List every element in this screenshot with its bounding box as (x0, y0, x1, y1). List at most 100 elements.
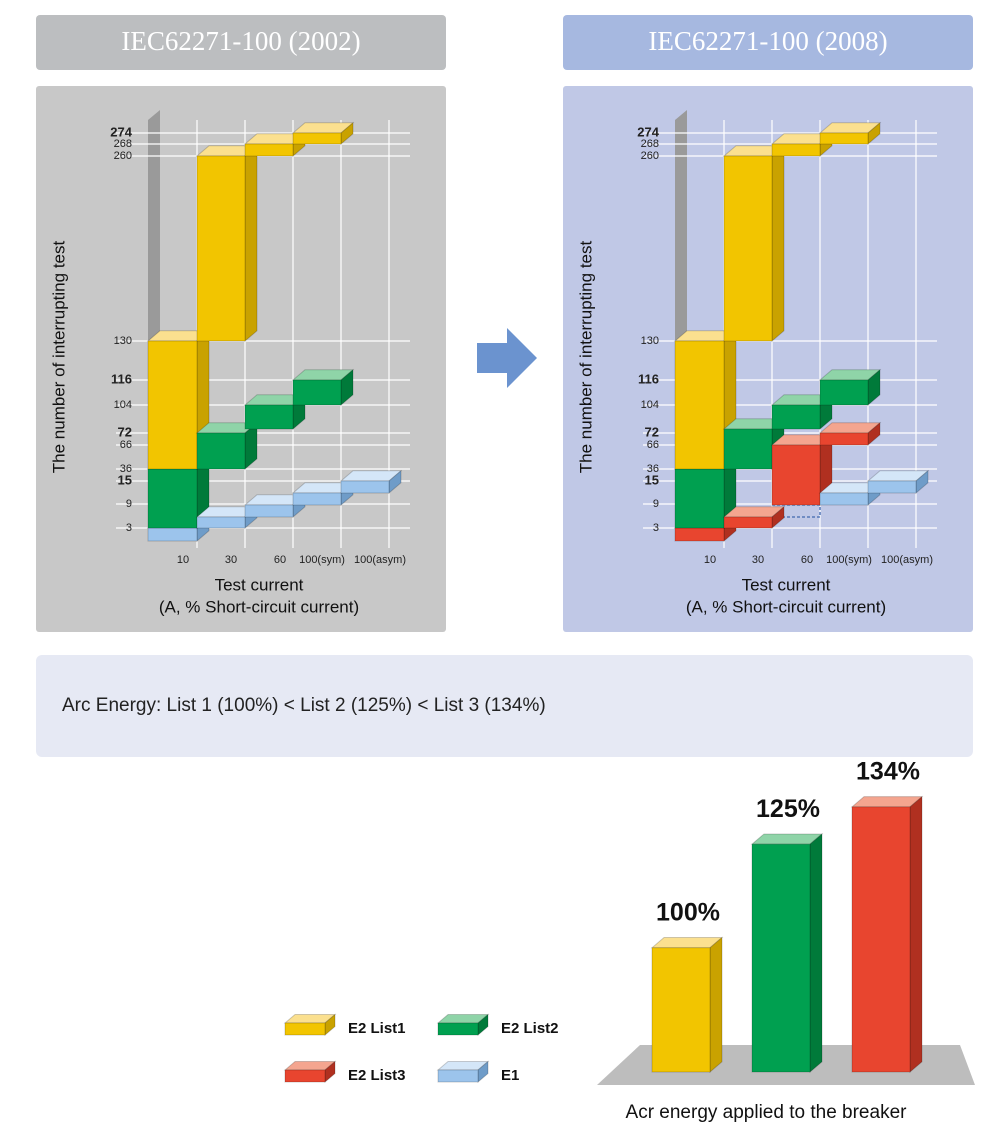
legend-label: E1 (501, 1067, 519, 1084)
x-tick-label: 10 (177, 554, 189, 566)
box-front (723, 155, 773, 342)
box-front (196, 155, 246, 342)
x-tick-label: 60 (274, 554, 286, 566)
box-front (819, 432, 869, 446)
box (339, 469, 403, 495)
box (436, 1060, 490, 1084)
box-front (284, 1022, 326, 1036)
header: IEC62271-100 (2008) (648, 26, 887, 56)
box-front (771, 404, 821, 430)
y-axis-title: The number of interrupting test (576, 241, 595, 474)
box-front (723, 516, 773, 529)
x-tick-label: 100(asym) (354, 554, 406, 566)
x-axis-title: Test current (742, 575, 831, 594)
x-tick-label: 30 (225, 554, 237, 566)
box (850, 795, 924, 1074)
y-tick-label: 36 (647, 463, 659, 475)
box-front (437, 1022, 479, 1036)
y-tick-label: 72 (645, 424, 659, 439)
box (243, 132, 307, 158)
box (650, 936, 724, 1074)
legend-label: E2 List2 (501, 1020, 559, 1037)
y-tick-label: 130 (641, 335, 659, 347)
box-front (674, 468, 725, 529)
box-front (244, 404, 294, 430)
value-label: 134% (856, 757, 920, 785)
box-front (244, 504, 294, 518)
x-tick-label: 100(sym) (826, 554, 872, 566)
y-tick-label: 104 (641, 399, 659, 411)
box-front (147, 468, 198, 529)
box-front (437, 1069, 479, 1083)
box-front (819, 492, 869, 506)
box-front (819, 379, 869, 406)
box (818, 121, 882, 146)
box-front (819, 132, 869, 145)
box (722, 144, 786, 343)
y-tick-label: 274 (110, 124, 132, 139)
box-front (196, 516, 246, 529)
y-tick-label: 268 (641, 138, 659, 150)
y-tick-label: 116 (111, 371, 132, 386)
y-tick-label: 104 (114, 399, 132, 411)
y-tick-label: 260 (641, 150, 659, 162)
box (283, 1060, 337, 1084)
box-front (851, 806, 911, 1073)
box-front (771, 143, 821, 157)
x-tick-label: 30 (752, 554, 764, 566)
box (291, 121, 355, 146)
box-front (751, 843, 811, 1073)
y-tick-label: 9 (126, 498, 132, 510)
box-side (771, 144, 785, 343)
box (195, 144, 259, 343)
box (722, 505, 786, 530)
box (770, 132, 834, 158)
y-tick-label: 268 (114, 138, 132, 150)
box-front (147, 527, 198, 542)
y-tick-label: 9 (653, 498, 659, 510)
box-front (340, 480, 390, 494)
header-box (36, 15, 446, 70)
header: IEC62271-100 (2002) (121, 26, 360, 56)
y-tick-label: 66 (647, 439, 659, 451)
box-side (909, 795, 923, 1074)
y-tick-label: 15 (645, 472, 659, 487)
header-box (563, 15, 973, 70)
x-tick-label: 100(asym) (881, 554, 933, 566)
box-front (723, 428, 773, 470)
box-side (809, 832, 823, 1074)
y-tick-label: 130 (114, 335, 132, 347)
box-front (771, 444, 821, 506)
x-axis-subtitle: (A, % Short-circuit current) (686, 597, 886, 616)
box (818, 421, 882, 447)
box-front (292, 379, 342, 406)
box (436, 1013, 490, 1037)
x-axis-title: Acr energy applied to the breaker (626, 1102, 908, 1123)
y-tick-label: 36 (120, 463, 132, 475)
info-box (36, 655, 973, 757)
box-front (244, 143, 294, 157)
arrow (477, 328, 537, 388)
x-tick-label: 10 (704, 554, 716, 566)
box (866, 469, 930, 495)
box (243, 493, 307, 519)
x-tick-label: 100(sym) (299, 554, 345, 566)
box-front (284, 1069, 326, 1083)
box-front (196, 432, 246, 470)
y-tick-label: 72 (118, 424, 132, 439)
legend-label: E2 List3 (348, 1067, 406, 1084)
box-front (292, 492, 342, 506)
box (750, 832, 824, 1074)
info-text: Arc Energy: List 1 (100%) < List 2 (125%… (62, 695, 546, 716)
value-label: 125% (756, 795, 820, 823)
box-side (244, 144, 258, 343)
y-tick-label: 3 (653, 522, 659, 534)
box-front (867, 480, 917, 494)
box (291, 368, 355, 407)
legend-label: E2 List1 (348, 1020, 406, 1037)
box-front (674, 340, 725, 470)
y-tick-label: 274 (637, 124, 659, 139)
box (722, 417, 786, 471)
x-axis-subtitle: (A, % Short-circuit current) (159, 597, 359, 616)
